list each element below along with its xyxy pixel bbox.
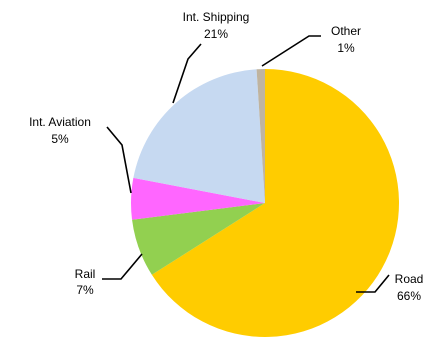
- leader-line-road: [356, 274, 390, 293]
- data-labels: Road 66% Rail 7% Int. Aviation 5% Int. S…: [29, 10, 423, 303]
- leader-lines: [102, 35, 390, 293]
- leader-line-int-aviation: [106, 126, 132, 194]
- pie-slice-rail: [132, 203, 265, 275]
- pie-slice-other: [256, 68, 265, 203]
- label-rail-value: 7%: [76, 283, 94, 297]
- label-int-aviation-value: 5%: [51, 132, 69, 146]
- label-int-aviation-name: Int. Aviation: [29, 115, 91, 129]
- leader-line-rail: [102, 253, 143, 280]
- label-rail-name: Rail: [75, 267, 96, 281]
- leader-line-other: [261, 35, 321, 67]
- pie-slices: [131, 68, 400, 337]
- label-other-value: 1%: [337, 41, 355, 55]
- label-road-value: 66%: [397, 289, 421, 303]
- leader-line-int-shipping: [172, 43, 202, 104]
- pie-slice-int-shipping: [133, 69, 265, 203]
- label-int-shipping-name: Int. Shipping: [183, 10, 250, 24]
- label-int-shipping-value: 21%: [204, 27, 228, 41]
- label-road-name: Road: [395, 272, 424, 286]
- pie-slice-road: [151, 69, 400, 337]
- pie-slice-int-aviation: [131, 177, 265, 220]
- label-other-name: Other: [331, 24, 361, 38]
